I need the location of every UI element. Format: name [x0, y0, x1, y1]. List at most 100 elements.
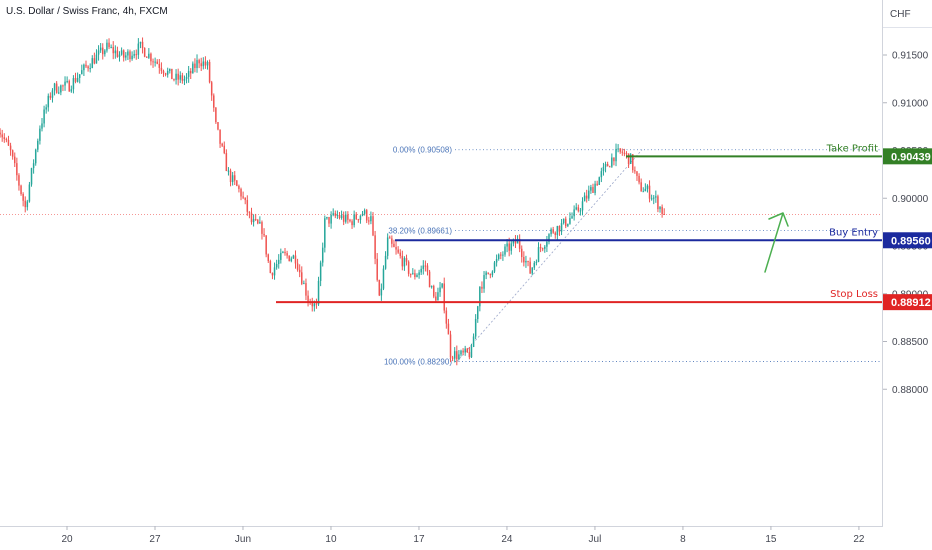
time-tick-label[interactable]: 15: [765, 534, 777, 545]
candle-body: [336, 214, 339, 216]
candle-body: [95, 54, 98, 64]
candle-body: [585, 195, 588, 199]
candle-body: [604, 163, 607, 167]
candle-body: [217, 122, 219, 130]
price-badge-label: 0.90439: [891, 151, 931, 163]
candle-body: [311, 303, 313, 307]
up-arrow-icon[interactable]: [764, 212, 789, 273]
time-tick-label[interactable]: 24: [501, 534, 513, 545]
candle-body: [16, 163, 18, 176]
candle-body: [321, 247, 324, 263]
candle-body: [456, 351, 458, 360]
candle-body: [594, 183, 596, 193]
candle-body: [575, 207, 577, 210]
candle-body: [150, 53, 152, 62]
candle-body: [359, 215, 362, 220]
candle-body: [26, 201, 29, 208]
price-tick-label[interactable]: 0.88000: [892, 385, 929, 396]
candle-body: [164, 73, 167, 75]
candle-body: [166, 71, 169, 75]
candle-body: [466, 348, 469, 352]
currency-label[interactable]: CHF: [890, 9, 911, 20]
candle-body: [148, 53, 150, 58]
trade-levels[interactable]: Take Profit Buy Entry Stop Loss: [276, 143, 883, 304]
candle-body: [187, 71, 190, 77]
candle-body: [326, 217, 328, 219]
candle-body: [233, 175, 236, 181]
candle-body: [0, 132, 1, 135]
candle-body: [652, 197, 655, 199]
candle-body: [87, 66, 89, 69]
candle-body: [472, 336, 475, 347]
candle-body: [525, 261, 527, 263]
candle-body: [223, 145, 226, 154]
time-axis[interactable]: 20 27 Jun 10 17 24 Jul 8 15 22: [61, 526, 865, 545]
price-tick-label[interactable]: 0.91500: [892, 51, 929, 62]
candle-body: [74, 78, 77, 82]
candle-body: [611, 157, 613, 167]
price-tick-label[interactable]: 0.88500: [892, 337, 929, 348]
candle-body: [68, 81, 70, 92]
candle-body: [435, 296, 437, 301]
candle-body: [489, 273, 492, 276]
time-tick-label[interactable]: 20: [61, 534, 73, 545]
candle-body: [642, 191, 645, 193]
candle-body: [453, 351, 456, 359]
candle-body: [588, 190, 590, 199]
candle-body: [481, 286, 483, 289]
candle-body: [447, 323, 450, 335]
candle-body: [250, 212, 253, 223]
candle-body: [179, 75, 182, 80]
candle-body: [66, 81, 68, 83]
candle-body: [497, 254, 500, 259]
candle-body: [477, 306, 479, 320]
candle-body: [655, 196, 657, 198]
candle-body: [355, 214, 357, 220]
time-tick-label[interactable]: 27: [149, 534, 161, 545]
candle-body: [154, 61, 156, 63]
candle-body: [129, 51, 131, 60]
candle-body: [238, 185, 240, 189]
price-tick-label[interactable]: 0.90000: [892, 194, 929, 205]
price-tick-label[interactable]: 0.91000: [892, 98, 929, 109]
candle-body: [248, 211, 251, 213]
time-tick-label[interactable]: Jul: [589, 534, 602, 545]
candle-body: [60, 85, 62, 93]
candle-body: [118, 54, 121, 57]
fib-level-label: 100.00% (0.88290): [384, 358, 452, 367]
candle-body: [370, 216, 372, 222]
time-tick-label[interactable]: 10: [325, 534, 337, 545]
candle-body: [420, 268, 422, 273]
price-badge-bg: [883, 232, 932, 249]
candle-body: [275, 264, 278, 268]
candle-body: [560, 223, 563, 232]
candle-body: [324, 218, 326, 248]
time-tick-label[interactable]: 17: [413, 534, 425, 545]
time-tick-label[interactable]: Jun: [235, 534, 251, 545]
candle-body: [171, 68, 173, 80]
candle-body: [441, 283, 443, 288]
candle-body: [303, 283, 305, 285]
candle-body: [81, 70, 83, 75]
candle-body: [638, 175, 640, 183]
candle-body: [386, 237, 389, 256]
candle-body: [173, 79, 175, 81]
price-badge-bg: [883, 294, 932, 311]
candle-body: [451, 357, 454, 359]
level-label-buy-entry: Buy Entry: [829, 227, 878, 238]
time-tick-label[interactable]: 8: [680, 534, 686, 545]
candle-body: [265, 235, 267, 255]
candle-body: [227, 170, 230, 172]
time-tick-label[interactable]: 22: [853, 534, 865, 545]
candle-body: [606, 163, 609, 167]
candle-body: [284, 251, 286, 254]
candle-body: [365, 210, 368, 221]
candle-body: [34, 149, 37, 164]
candle-body: [156, 61, 158, 64]
candle-body: [340, 215, 343, 218]
fibonacci-retracement[interactable]: 0.00% (0.90508) 38.20% (0.89661) 100.00% (…: [384, 146, 883, 367]
candle-body: [600, 171, 603, 178]
candle-body: [70, 89, 73, 92]
candle-body: [644, 188, 647, 192]
